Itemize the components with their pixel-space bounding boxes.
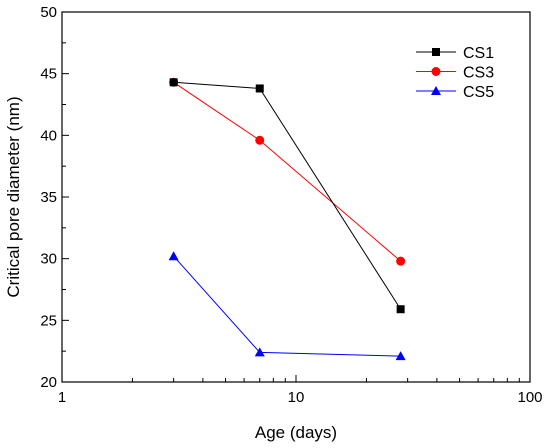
data-point xyxy=(255,84,264,93)
series-cs3 xyxy=(169,77,406,266)
y-tick-label: 25 xyxy=(40,312,57,329)
x-axis-ticks: 1 10 100 xyxy=(58,375,543,406)
series-line xyxy=(173,81,402,310)
legend-item-cs1: CS1 xyxy=(416,45,494,62)
x-tick-label: 10 xyxy=(288,389,305,406)
y-tick-label: 20 xyxy=(40,374,57,391)
y-tick-label: 40 xyxy=(40,127,57,144)
data-point xyxy=(255,135,265,145)
legend-label: CS1 xyxy=(463,45,494,62)
plot-frame xyxy=(61,11,531,383)
y-tick-label: 50 xyxy=(40,4,57,21)
x-tick-label: 1 xyxy=(58,389,66,406)
x-tick-label: 100 xyxy=(517,389,542,406)
legend: CS1 CS3 CS5 xyxy=(416,45,494,101)
y-tick-label: 35 xyxy=(40,189,57,206)
data-point xyxy=(396,256,406,266)
legend-label: CS3 xyxy=(463,65,494,82)
data-point xyxy=(169,78,178,87)
legend-marker xyxy=(431,67,441,76)
series-line xyxy=(173,81,401,262)
y-tick-label: 45 xyxy=(40,66,57,83)
series-cs5 xyxy=(168,251,406,361)
legend-item-cs5: CS5 xyxy=(416,84,494,101)
legend-marker xyxy=(431,86,441,95)
y-axis-label: Critical pore diameter (nm) xyxy=(4,96,23,297)
series-cs1 xyxy=(169,78,405,314)
legend-label: CS5 xyxy=(463,84,494,101)
plot-area xyxy=(61,11,531,383)
x-axis-label: Age (days) xyxy=(255,423,337,442)
data-point xyxy=(395,351,406,361)
series-layer xyxy=(168,77,406,361)
y-axis-ticks: 20 25 30 35 40 45 50 xyxy=(40,4,69,391)
data-point xyxy=(168,251,179,261)
y-tick-label: 30 xyxy=(40,251,57,268)
data-point xyxy=(396,305,405,314)
data-point xyxy=(254,347,265,357)
legend-item-cs3: CS3 xyxy=(416,65,494,82)
legend-marker xyxy=(432,48,440,56)
series-line xyxy=(173,255,401,357)
